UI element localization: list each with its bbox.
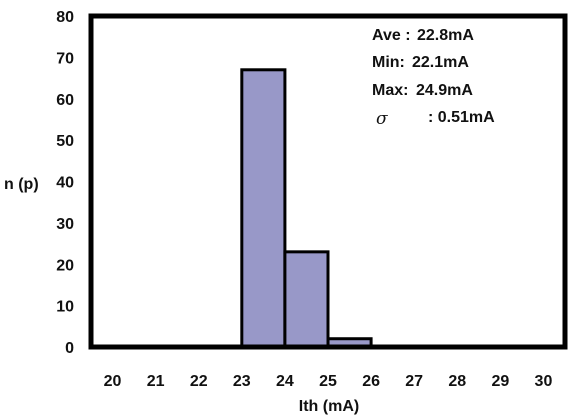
x-tick-label: 27: [405, 373, 423, 390]
x-axis-title: Ith (mA): [299, 398, 359, 415]
stats-ave-value: 22.8mA: [417, 27, 474, 44]
stats-max-label: Max:: [372, 82, 408, 99]
bar-24-25: [283, 250, 330, 349]
x-tick-label: 21: [147, 373, 165, 390]
x-tick-label: 24: [276, 373, 294, 390]
stats-sigma-value: : 0.51mA: [428, 109, 495, 126]
y-tick-label: 50: [56, 133, 74, 150]
y-axis-title: n (p): [4, 176, 39, 193]
stats-sigma-label: σ: [376, 109, 388, 129]
y-tick-label: 70: [56, 50, 74, 67]
y-tick-labels: 0 10 20 30 40 50 60 70 80: [56, 9, 74, 357]
plot-area-frame: [88, 13, 568, 350]
y-tick-label: 0: [65, 340, 74, 357]
x-tick-label: 26: [362, 373, 380, 390]
stats-min-label: Min:: [372, 54, 405, 71]
x-tick-labels: 20 21 22 23 24 25 26 27 28 29 30: [104, 373, 553, 390]
y-tick-label: 40: [56, 175, 74, 192]
y-tick-label: 80: [56, 9, 74, 26]
stats-annotation: Ave : 22.8mA Min: 22.1mA Max: 24.9mA σ :…: [372, 27, 495, 129]
y-tick-label: 30: [56, 216, 74, 233]
x-tick-label: 28: [448, 373, 466, 390]
x-tick-label: 22: [190, 373, 208, 390]
y-tick-label: 10: [56, 299, 74, 316]
x-tick-label: 20: [104, 373, 122, 390]
stats-min-value: 22.1mA: [412, 54, 469, 71]
y-tick-label: 60: [56, 92, 74, 109]
x-tick-label: 29: [491, 373, 509, 390]
bars-group: [240, 68, 373, 349]
stats-ave-label: Ave :: [372, 27, 411, 44]
bar-23-24: [240, 68, 287, 349]
y-tick-label: 20: [56, 257, 74, 274]
x-tick-label: 25: [319, 373, 337, 390]
x-tick-label: 30: [535, 373, 553, 390]
stats-max-value: 24.9mA: [416, 82, 473, 99]
x-tick-label: 23: [233, 373, 251, 390]
